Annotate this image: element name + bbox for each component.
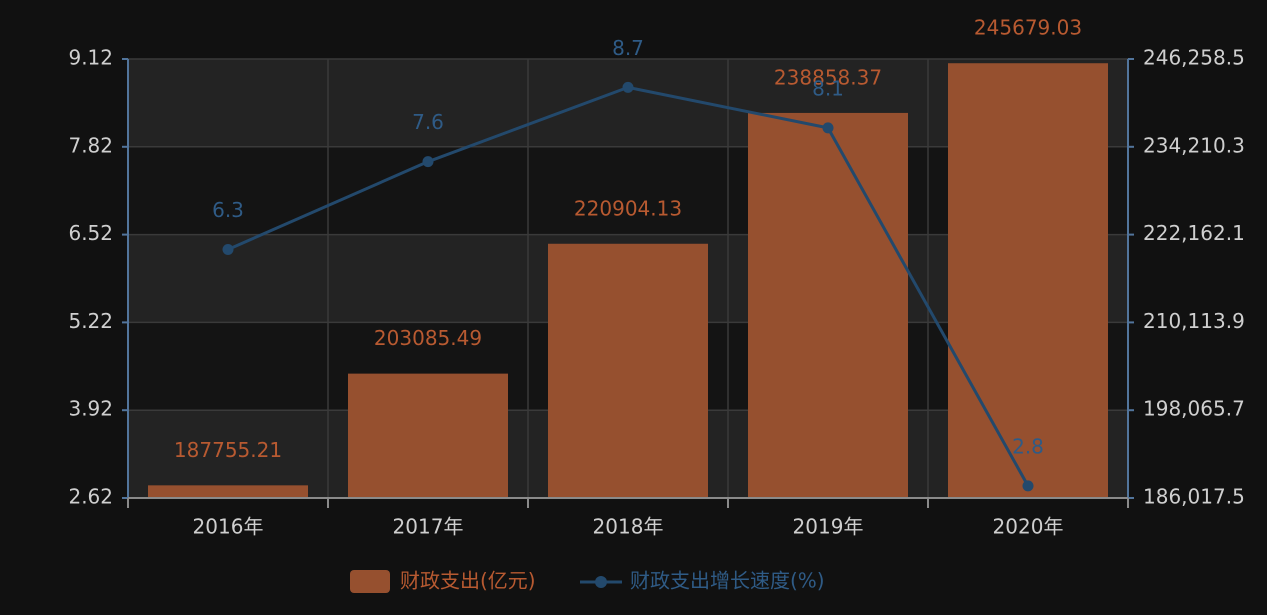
- legend: 财政支出(亿元) 财政支出增长速度(%): [350, 569, 825, 594]
- right-axis-tick-label: 198,065.7: [1143, 397, 1245, 421]
- bar: [148, 485, 308, 498]
- legend-line-label: 财政支出增长速度(%): [630, 569, 825, 593]
- line-point: [822, 122, 834, 134]
- line-value-label: 6.3: [212, 198, 244, 222]
- bar-value-label: 220904.13: [574, 196, 682, 220]
- line-value-label: 8.7: [612, 36, 644, 60]
- bar: [348, 373, 508, 498]
- legend-bar-swatch: [350, 570, 390, 593]
- right-axis-tick-label: 186,017.5: [1143, 485, 1245, 509]
- legend-item-bar-series[interactable]: 财政支出(亿元): [350, 569, 536, 594]
- x-axis-tick-label: 2017年: [393, 515, 464, 539]
- line-value-label: 2.8: [1012, 434, 1044, 458]
- bar: [548, 243, 708, 498]
- bar-value-label: 187755.21: [174, 438, 282, 462]
- right-axis-tick-label: 210,113.9: [1143, 309, 1245, 333]
- bar: [948, 63, 1108, 498]
- left-axis-tick-label: 2.62: [68, 485, 113, 509]
- bar-value-label: 203085.49: [374, 326, 482, 350]
- legend-item-line-series[interactable]: 财政支出增长速度(%): [580, 569, 825, 593]
- x-axis-tick-label: 2019年: [793, 515, 864, 539]
- legend-line-marker: [595, 576, 607, 588]
- x-axis-tick-label: 2020年: [993, 515, 1064, 539]
- line-value-label: 7.6: [412, 110, 444, 134]
- right-axis-tick-label: 234,210.3: [1143, 133, 1245, 157]
- legend-bar-label: 财政支出(亿元): [400, 569, 536, 593]
- x-axis-tick-label: 2018年: [593, 515, 664, 539]
- bar-value-label: 238858.37: [774, 65, 882, 89]
- line-point: [1022, 480, 1034, 492]
- left-axis-tick-label: 9.12: [68, 46, 113, 70]
- plot-area: 2.62 3.92 5.22 6.52 7.82 9.12 186,017.5 198,065…: [68, 16, 1244, 539]
- right-axis-tick-label: 246,258.5: [1143, 46, 1245, 70]
- bar: [748, 112, 908, 498]
- x-axis-tick-label: 2016年: [193, 515, 264, 539]
- line-value-label: 8.1: [812, 76, 844, 100]
- bar-value-label: 245679.03: [974, 16, 1082, 40]
- right-axis-tick-label: 222,162.1: [1143, 221, 1245, 245]
- line-point: [622, 81, 634, 93]
- line-point: [222, 243, 234, 255]
- left-axis-tick-label: 3.92: [68, 397, 113, 421]
- left-axis-tick-label: 7.82: [68, 133, 113, 157]
- left-axis-tick-label: 6.52: [68, 221, 113, 245]
- line-point: [422, 156, 434, 168]
- left-axis-tick-label: 5.22: [68, 309, 113, 333]
